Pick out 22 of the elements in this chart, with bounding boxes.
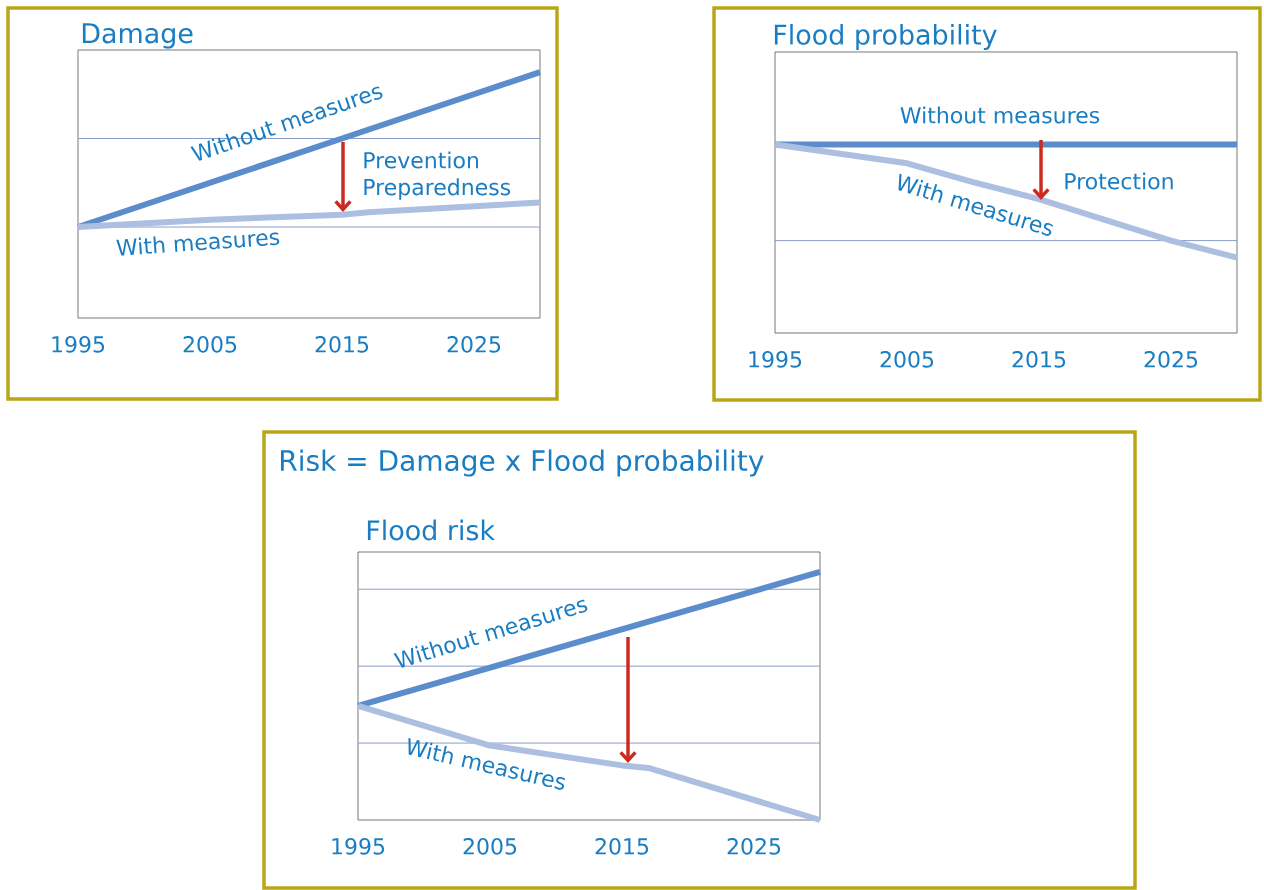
series-label: With measures — [116, 232, 280, 256]
x-tick-label: 1995 — [749, 351, 802, 368]
x-tick-label: 2025 — [727, 838, 781, 855]
annotation: Protection — [1065, 172, 1173, 190]
x-tick-label: 2025 — [1144, 351, 1198, 368]
text: Risk = Damage x Flood probability — [281, 449, 764, 477]
x-tick-label: 2005 — [463, 838, 517, 855]
chart-title: Flood risk — [367, 519, 495, 541]
x-tick-label: 1995 — [52, 336, 105, 353]
x-tick-label: 2015 — [315, 336, 369, 353]
annotation: Prevention — [364, 151, 479, 169]
x-tick-label: 2005 — [880, 351, 934, 368]
x-tick-label: 2015 — [1012, 351, 1066, 368]
text: With measures — [408, 738, 566, 790]
x-tick-label: 1995 — [332, 838, 385, 855]
x-tick-label: 2025 — [447, 336, 501, 353]
x-tick-label: 2005 — [183, 336, 237, 353]
x-tick-label: 2015 — [595, 838, 649, 855]
annotation: Preparedness — [364, 178, 511, 200]
chart-title: Damage — [82, 23, 193, 49]
chart-title: Flood probability — [774, 23, 997, 51]
series-label: Without measures — [900, 106, 1100, 124]
